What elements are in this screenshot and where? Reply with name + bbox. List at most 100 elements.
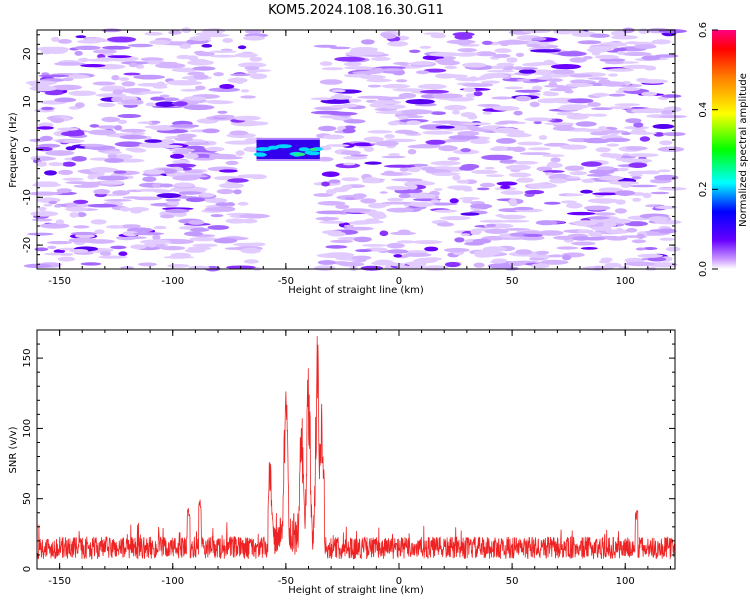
spectrogram-cell xyxy=(431,111,446,115)
spectrogram-cell xyxy=(364,146,374,152)
spectrogram-cell xyxy=(123,236,147,240)
spectrogram-cell xyxy=(355,249,372,253)
spectrogram-cell xyxy=(429,52,461,57)
spectrogram-cell xyxy=(587,102,601,107)
spectrogram-cell xyxy=(569,79,590,84)
spectrogram-cell xyxy=(479,219,507,223)
spectrogram-cell xyxy=(343,224,354,228)
spectrogram-cell xyxy=(328,179,341,184)
spectrogram-cell xyxy=(172,175,200,181)
spectrogram-cell xyxy=(440,216,471,221)
spectrogram-cell xyxy=(343,61,362,67)
spectrogram-cell xyxy=(202,128,220,134)
spectrogram-cell xyxy=(360,74,386,80)
spectrogram-cell xyxy=(388,153,400,156)
y-tick-label: 100 xyxy=(22,419,33,438)
spectrogram-cell xyxy=(436,222,455,227)
colorbar-tick-label: 0.0 xyxy=(698,261,709,277)
spectrogram-cell xyxy=(407,149,417,155)
spectrogram-cell xyxy=(557,51,587,57)
spectrogram-cell xyxy=(550,64,582,70)
spectrogram-cell xyxy=(415,70,430,75)
spectrogram-cell xyxy=(79,143,105,147)
spectrogram-cell xyxy=(390,231,416,236)
spectrogram-cell xyxy=(608,93,626,97)
spectrogram-cell xyxy=(121,99,144,105)
spectrogram-cell xyxy=(111,96,123,103)
spectrogram-cell xyxy=(569,171,588,176)
spectrogram-cell xyxy=(505,164,532,171)
spectrogram-cell xyxy=(164,239,195,245)
spectrogram-cell xyxy=(76,39,102,44)
spectrogram-cell xyxy=(229,130,248,136)
spectrogram-cell xyxy=(68,90,97,97)
spectrogram-cell xyxy=(379,230,389,237)
spectrogram-cell xyxy=(591,107,614,111)
x-tick-label: -150 xyxy=(48,576,71,587)
spectrogram-cell xyxy=(512,66,525,71)
spectrogram-cell xyxy=(184,248,206,253)
spectrogram-cell xyxy=(322,134,345,140)
spectrogram-cell xyxy=(657,187,687,191)
spectrogram-cell xyxy=(606,236,628,241)
spectrogram-cell xyxy=(591,225,612,231)
spectrogram-cell xyxy=(321,171,340,177)
spectrogram-cell xyxy=(456,179,470,184)
spectrogram-cell xyxy=(213,237,238,244)
spectrogram-cell xyxy=(598,187,623,193)
spectrogram-cell xyxy=(615,227,624,234)
spectrogram-cell xyxy=(543,91,559,97)
spectrogram-cell xyxy=(75,102,85,108)
spectrogram-cell xyxy=(239,213,270,219)
spectrogram-cell xyxy=(636,108,666,114)
spectrogram-cell xyxy=(153,189,172,193)
spectrogram-cell xyxy=(512,206,534,211)
spectrogram-cell xyxy=(34,247,49,252)
spectrogram-cell xyxy=(73,225,90,229)
spectrogram-cell xyxy=(335,204,350,209)
spectrogram-cell xyxy=(614,208,627,214)
spectrogram-cell xyxy=(393,254,403,258)
spectrogram-cell xyxy=(618,266,630,269)
spectrogram-cell xyxy=(402,265,429,270)
spectrogram-cell xyxy=(588,231,603,237)
spectrogram-cell xyxy=(514,89,541,93)
spectrogram-cell xyxy=(233,242,264,247)
spectrogram-cell xyxy=(535,220,558,226)
spectrogram-cell xyxy=(492,106,520,111)
spectrogram-cell xyxy=(31,183,62,188)
spectrogram-cell xyxy=(329,46,351,50)
spectrogram-cell xyxy=(310,110,343,115)
spectrogram-cell xyxy=(546,78,563,82)
spectrogram-cell xyxy=(494,48,512,53)
snr-y-ticks: 0 50 100 150 xyxy=(22,329,675,572)
spectrogram-cell xyxy=(659,140,673,146)
spectrogram-cell xyxy=(343,125,356,130)
spectrogram-cell xyxy=(379,191,388,194)
spectrogram-cell xyxy=(513,161,539,165)
spectrogram-cell xyxy=(240,218,258,224)
spectrogram-cell xyxy=(593,265,603,271)
spectrogram-cell xyxy=(245,29,262,34)
spectrogram-cell xyxy=(461,62,487,68)
spectrogram-cell xyxy=(47,245,57,249)
spectrogram-cell xyxy=(624,261,656,267)
spectrogram-cell xyxy=(117,119,128,124)
snr-y-axis-label: SNR (v/v) xyxy=(8,426,19,473)
spectrogram-cell xyxy=(341,208,372,213)
spectrogram-cell xyxy=(618,87,640,92)
spectrogram-cell xyxy=(330,104,350,109)
spectrogram-cell xyxy=(325,189,337,195)
spectrogram-cell xyxy=(323,252,355,258)
spectrogram-cell xyxy=(397,115,409,121)
spectrogram-cell xyxy=(499,159,518,164)
spectrogram-cell xyxy=(632,197,642,202)
y-tick-label: 50 xyxy=(22,492,33,505)
spectrogram-cell xyxy=(207,225,230,230)
spectrogram-cell xyxy=(476,187,490,191)
spectrogram-cell xyxy=(321,216,331,222)
spectrogram-cell xyxy=(120,128,146,133)
spectrogram-cell xyxy=(473,262,485,268)
spectrogram-cell xyxy=(350,154,368,157)
spectrogram-cell xyxy=(184,170,204,173)
